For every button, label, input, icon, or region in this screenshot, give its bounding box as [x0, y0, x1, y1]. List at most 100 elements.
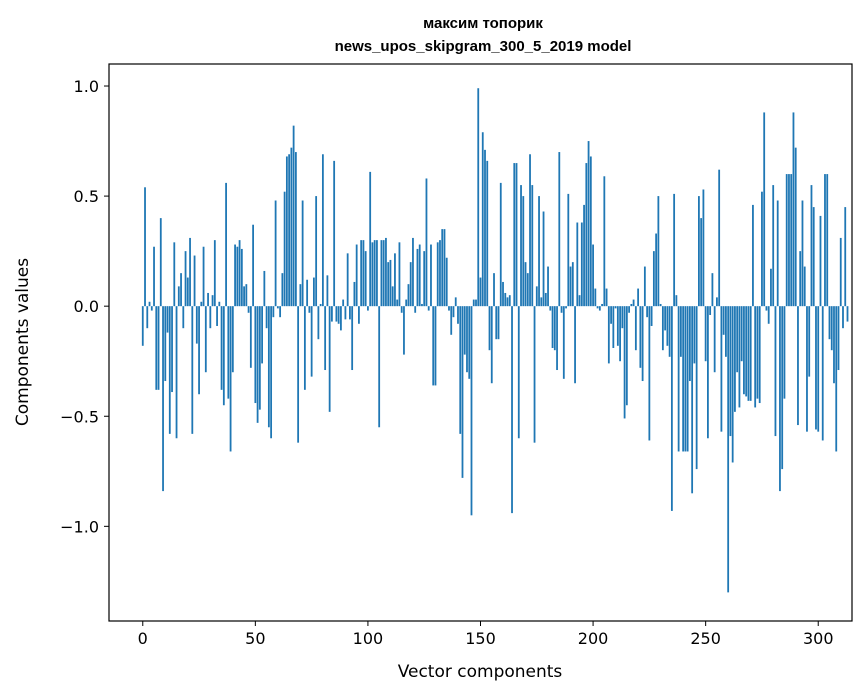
- bar: [695, 306, 698, 470]
- bar: [328, 306, 331, 412]
- bar: [312, 277, 315, 307]
- bar: [785, 174, 788, 307]
- bar: [191, 306, 194, 434]
- bar: [783, 306, 786, 399]
- bar: [396, 299, 399, 307]
- bar: [743, 306, 745, 395]
- bar: [655, 233, 658, 307]
- bar: [765, 306, 768, 311]
- bar: [337, 306, 340, 324]
- bar: [688, 306, 691, 382]
- bar: [484, 149, 486, 307]
- bar: [578, 295, 581, 307]
- bar: [738, 306, 741, 408]
- bar: [468, 306, 471, 379]
- bar: [486, 160, 489, 307]
- bar: [202, 246, 205, 307]
- bar: [684, 306, 687, 452]
- bar: [565, 306, 567, 309]
- bar: [664, 306, 667, 331]
- bar: [727, 306, 730, 593]
- bar: [542, 211, 545, 307]
- bar: [740, 306, 743, 362]
- bar: [319, 303, 322, 307]
- bar: [407, 284, 410, 307]
- bar: [637, 288, 640, 307]
- bar: [682, 306, 685, 452]
- bar: [461, 306, 464, 478]
- bar: [321, 154, 324, 307]
- bar: [810, 185, 813, 307]
- bar: [146, 306, 149, 329]
- bar: [231, 306, 234, 373]
- bar: [153, 246, 155, 307]
- bar: [763, 112, 766, 307]
- chart-title-line-1: максим топорик: [423, 15, 543, 32]
- bar: [650, 306, 653, 326]
- bar: [351, 306, 354, 371]
- bar: [436, 242, 439, 307]
- bar: [182, 306, 185, 329]
- bar: [515, 163, 518, 307]
- bar: [189, 237, 191, 307]
- bar: [475, 299, 477, 307]
- bar: [310, 306, 313, 377]
- bar: [833, 306, 835, 384]
- bar: [315, 196, 318, 307]
- bar: [711, 273, 714, 307]
- bar: [166, 306, 169, 333]
- x-axis-label: Vector components: [398, 662, 563, 682]
- bar: [614, 306, 617, 309]
- bar: [236, 246, 239, 307]
- bar: [175, 306, 178, 439]
- bar: [603, 176, 606, 307]
- bar: [524, 262, 527, 307]
- bar: [758, 306, 761, 404]
- bar: [477, 88, 480, 307]
- bar: [707, 306, 709, 439]
- bar: [772, 185, 775, 307]
- bar: [605, 288, 608, 307]
- bar: [583, 204, 585, 307]
- bar: [421, 303, 423, 307]
- bar: [587, 141, 590, 307]
- bar: [306, 279, 309, 307]
- bar: [326, 275, 329, 307]
- bar: [623, 306, 626, 419]
- bar: [607, 306, 610, 364]
- bar: [267, 306, 270, 428]
- bar: [209, 306, 212, 329]
- x-tick-label: 300: [803, 629, 834, 648]
- bar: [686, 306, 689, 452]
- bar: [387, 262, 390, 307]
- bar: [774, 306, 777, 437]
- bar: [479, 277, 482, 307]
- bar: [454, 297, 457, 307]
- bar: [826, 174, 829, 307]
- bar: [529, 154, 531, 307]
- bar: [718, 169, 721, 307]
- bar: [195, 306, 198, 344]
- bar: [360, 240, 363, 307]
- bar: [657, 196, 660, 307]
- bar: [229, 306, 232, 452]
- bar: [752, 204, 754, 307]
- bar: [540, 297, 543, 307]
- bar: [162, 306, 164, 492]
- bar: [364, 251, 367, 307]
- bar: [700, 218, 703, 307]
- bar: [666, 306, 669, 346]
- bar: [499, 182, 502, 307]
- bar: [186, 277, 189, 307]
- bar: [722, 306, 725, 335]
- bar: [376, 240, 378, 307]
- bar: [736, 306, 739, 373]
- bar: [506, 297, 509, 307]
- x-tick-label: 100: [353, 629, 384, 648]
- bar: [592, 244, 594, 307]
- bar: [490, 306, 493, 384]
- bar: [538, 196, 540, 307]
- bar: [661, 306, 664, 351]
- bar: [292, 125, 295, 307]
- bar: [193, 255, 196, 307]
